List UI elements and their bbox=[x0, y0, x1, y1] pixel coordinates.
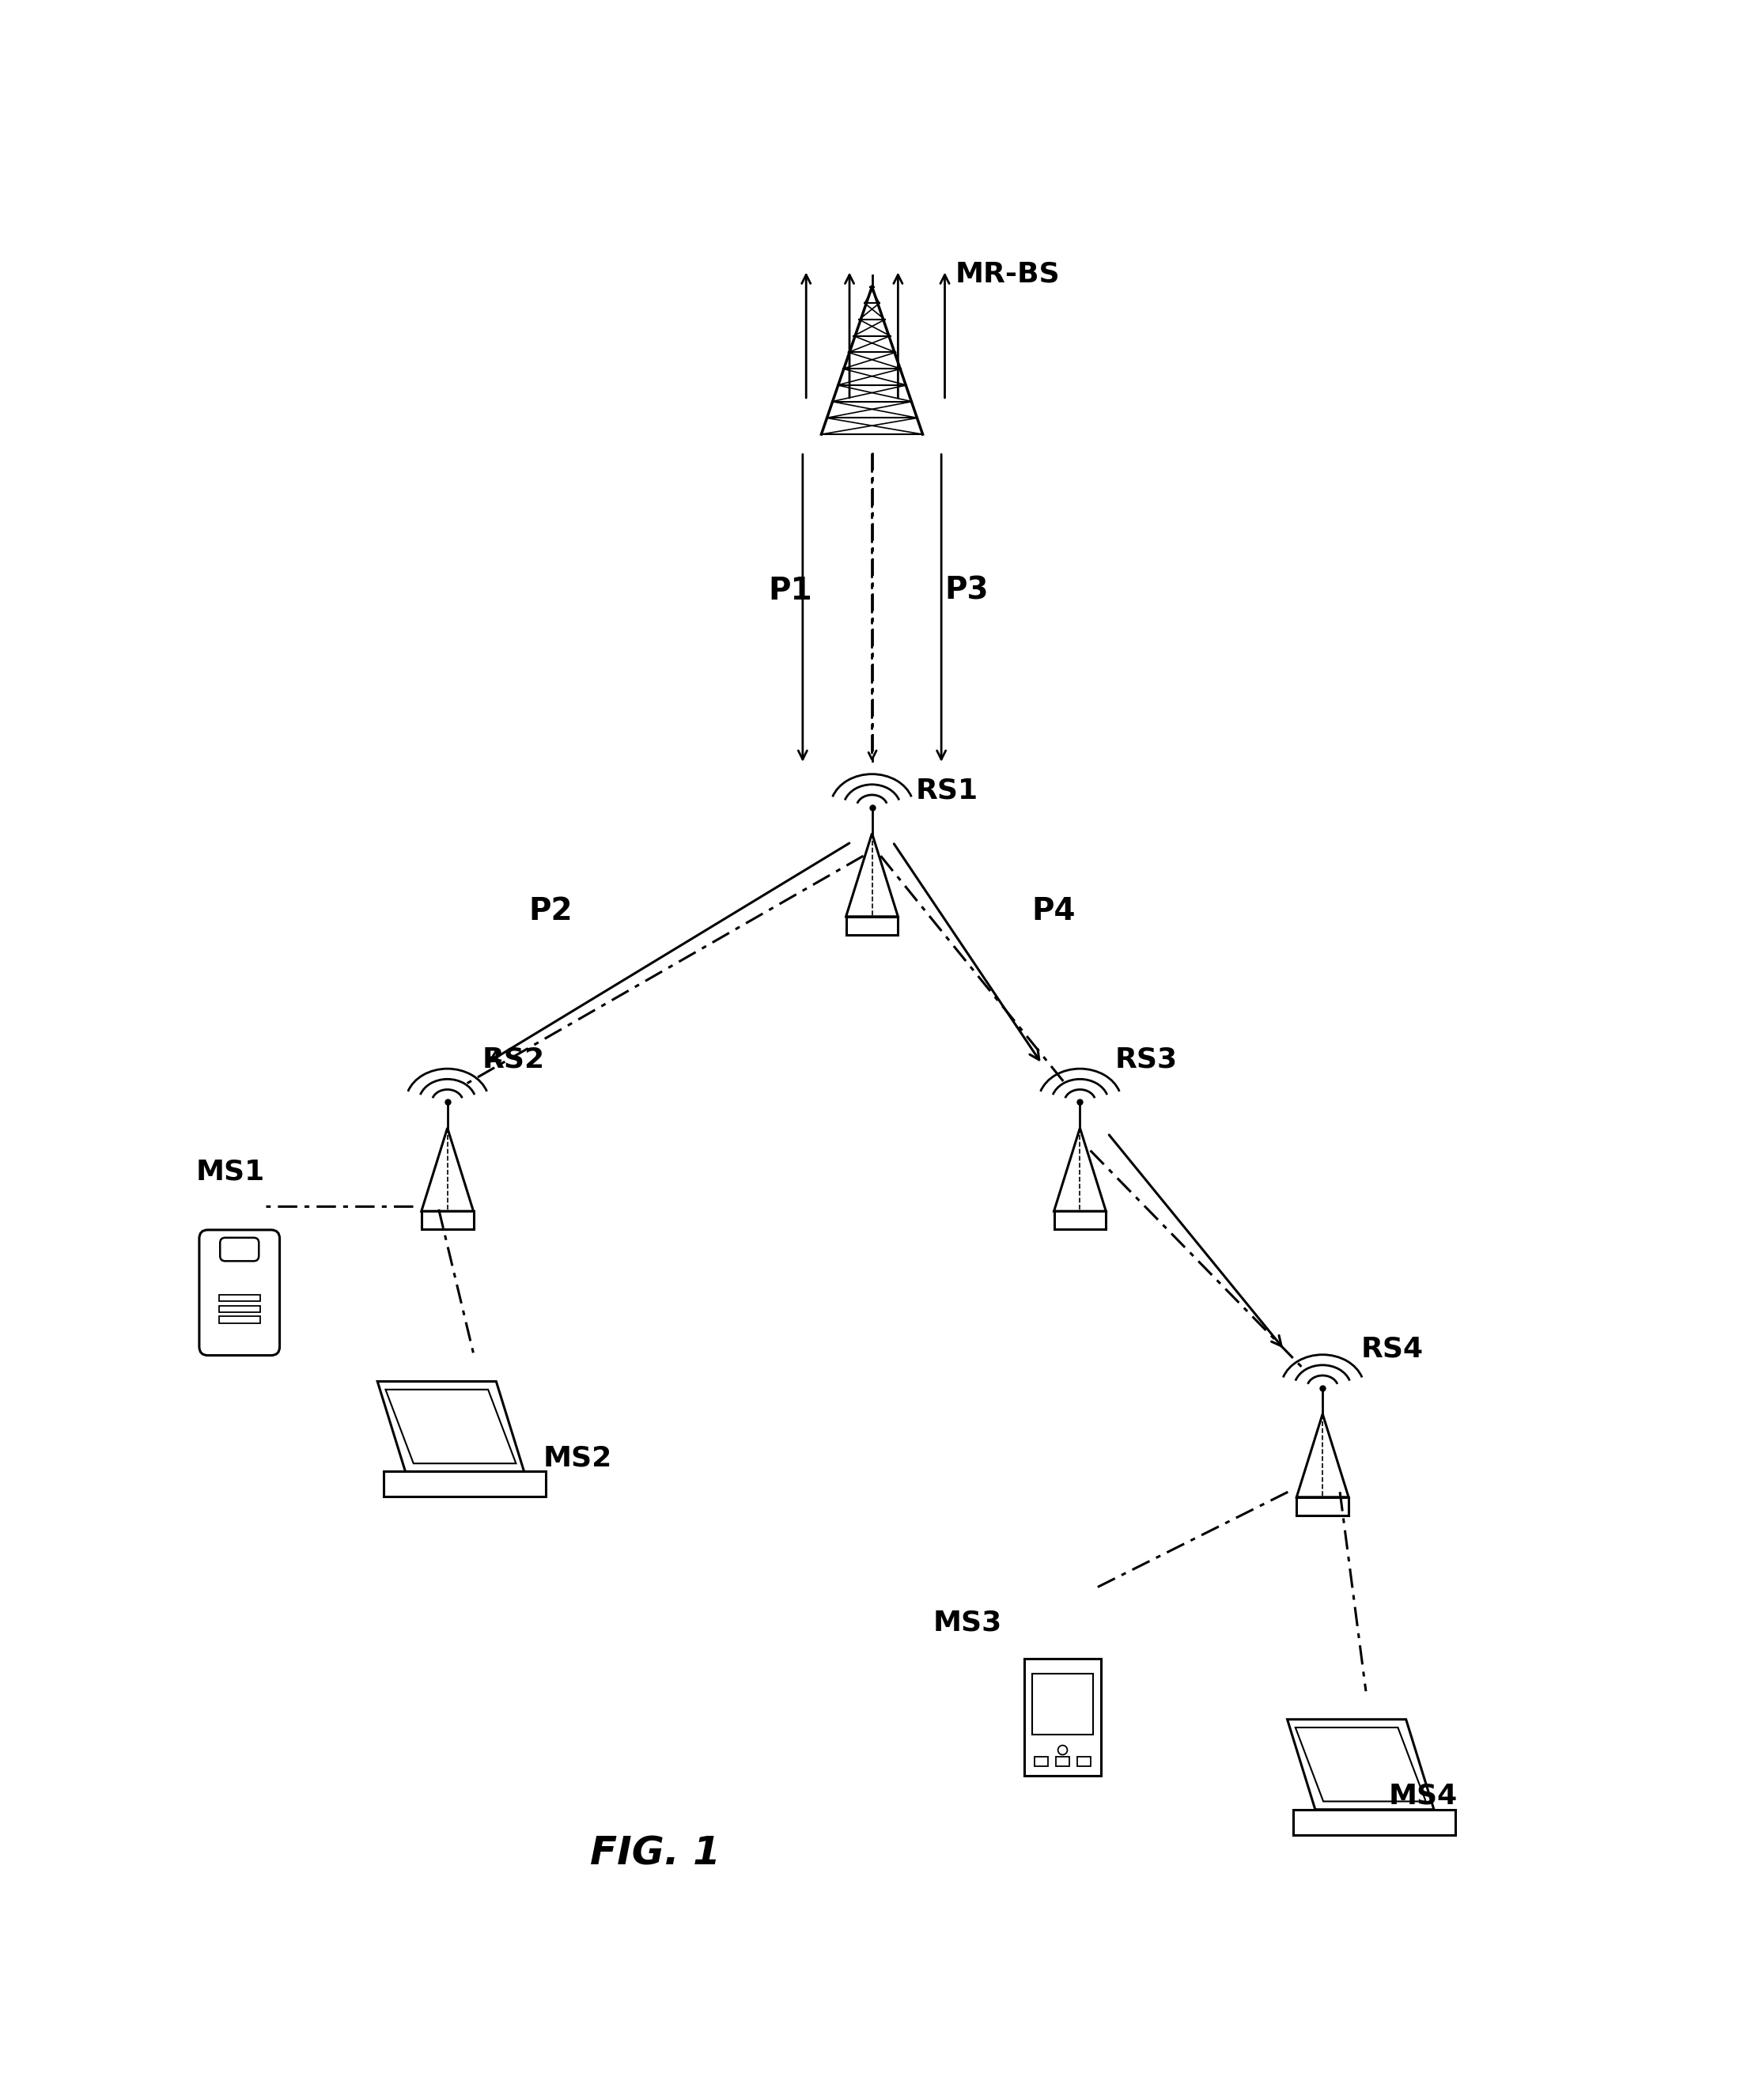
Bar bbox=[1078, 1758, 1092, 1766]
Text: RS1: RS1 bbox=[916, 777, 978, 804]
Text: RS4: RS4 bbox=[1360, 1336, 1423, 1363]
Bar bbox=[220, 1306, 260, 1312]
Text: P4: P4 bbox=[1031, 897, 1076, 926]
Bar bbox=[1053, 1212, 1106, 1228]
Bar bbox=[846, 916, 898, 934]
Bar bbox=[1296, 1497, 1348, 1516]
Text: MS1: MS1 bbox=[195, 1159, 265, 1186]
Text: P2: P2 bbox=[528, 897, 572, 926]
Bar bbox=[1055, 1758, 1069, 1766]
Bar bbox=[422, 1212, 473, 1228]
Bar bbox=[1294, 1810, 1456, 1835]
Bar bbox=[220, 1296, 260, 1302]
Text: MS2: MS2 bbox=[542, 1445, 612, 1472]
Text: FIG. 1: FIG. 1 bbox=[589, 1835, 720, 1873]
Text: MS3: MS3 bbox=[933, 1609, 1001, 1636]
Bar bbox=[1034, 1758, 1048, 1766]
Bar bbox=[1032, 1674, 1093, 1735]
Text: P1: P1 bbox=[767, 575, 813, 605]
Text: RS3: RS3 bbox=[1114, 1046, 1177, 1073]
Text: RS2: RS2 bbox=[481, 1046, 544, 1073]
Bar bbox=[384, 1472, 546, 1497]
Text: MR-BS: MR-BS bbox=[956, 260, 1060, 288]
Bar bbox=[1024, 1659, 1100, 1777]
Bar bbox=[220, 1317, 260, 1323]
Text: P3: P3 bbox=[945, 575, 989, 605]
Text: MS4: MS4 bbox=[1388, 1783, 1458, 1810]
